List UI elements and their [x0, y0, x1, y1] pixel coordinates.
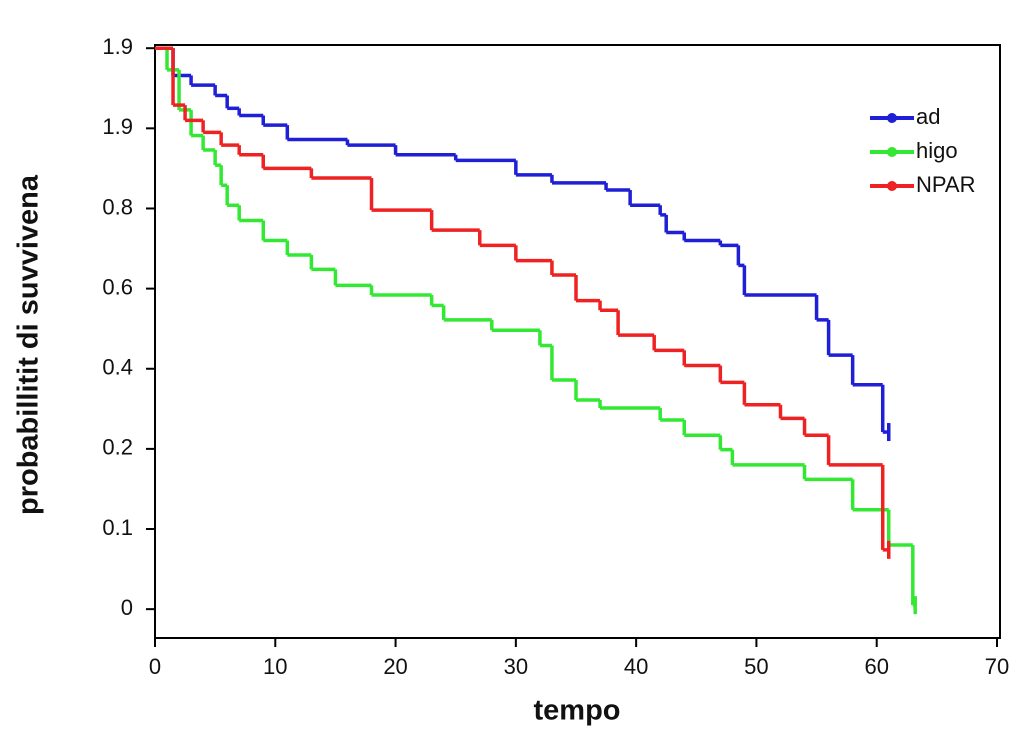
- legend-marker: [887, 181, 897, 191]
- y-tick-label: 0.2: [102, 435, 133, 460]
- y-tick-label: 1.9: [102, 34, 133, 59]
- legend-label: higo: [916, 138, 958, 163]
- x-axis-label: tempo: [534, 695, 621, 727]
- legend-marker: [887, 113, 897, 123]
- x-tick-label: 20: [383, 654, 407, 679]
- x-tick-label: 30: [504, 654, 528, 679]
- x-tick-label: 70: [985, 654, 1009, 679]
- y-tick-label: 0.6: [102, 274, 133, 299]
- plot-frame: [154, 44, 1001, 639]
- y-tick-label: 0.8: [102, 194, 133, 219]
- y-axis-label: probabillitit di suvvivena: [13, 174, 45, 515]
- x-tick-label: 10: [263, 654, 287, 679]
- legend-label: ad: [916, 104, 940, 129]
- y-tick-label: 0.4: [102, 355, 133, 380]
- x-tick-label: 0: [149, 654, 161, 679]
- legend-label: NPAR: [916, 172, 976, 197]
- x-tick-label: 50: [744, 654, 768, 679]
- y-tick-label: 0.1: [102, 515, 133, 540]
- x-tick-label: 60: [864, 654, 888, 679]
- y-tick-label: 0: [121, 595, 133, 620]
- y-tick-label: 1.9: [102, 114, 133, 139]
- legend-marker: [887, 147, 897, 157]
- x-tick-label: 40: [624, 654, 648, 679]
